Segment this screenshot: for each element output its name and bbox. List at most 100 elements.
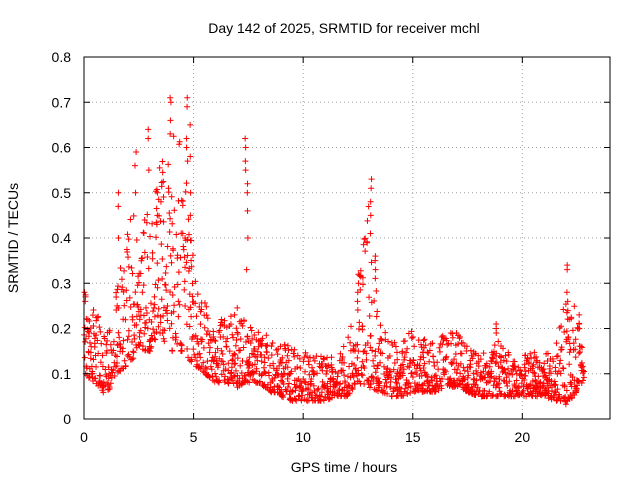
- data-point-648: [258, 351, 265, 358]
- data-point-504: [220, 333, 227, 340]
- data-point-730: [280, 394, 287, 401]
- data-point-335: [171, 284, 178, 291]
- data-point-1287: [435, 387, 442, 394]
- data-point-1844: [131, 162, 138, 169]
- data-point-478: [212, 338, 219, 345]
- data-point-179: [130, 212, 137, 219]
- data-point-792: [298, 397, 305, 404]
- data-point-424: [197, 354, 204, 361]
- data-point-223: [142, 324, 149, 331]
- data-point-460: [207, 336, 214, 343]
- data-point-109: [111, 372, 118, 379]
- data-point-674: [266, 372, 273, 379]
- data-point-407: [192, 354, 199, 361]
- data-point-36: [89, 312, 96, 319]
- data-point-1442: [477, 369, 484, 376]
- data-point-1378: [461, 367, 468, 374]
- data-point-1011: [359, 274, 366, 281]
- data-point-830: [309, 394, 316, 401]
- data-point-1340: [451, 356, 458, 363]
- data-point-96: [106, 327, 113, 334]
- data-point-1263: [428, 376, 435, 383]
- data-point-214: [140, 229, 147, 236]
- data-point-230: [144, 254, 151, 261]
- data-point-303: [163, 263, 170, 270]
- data-point-1314: [444, 341, 451, 348]
- data-point-1876: [354, 289, 361, 296]
- data-point-1268: [430, 353, 437, 360]
- data-point-99: [107, 341, 114, 348]
- data-point-1774: [564, 307, 571, 314]
- data-point-964: [346, 363, 353, 370]
- data-point-645: [258, 372, 265, 379]
- data-point-779: [294, 364, 301, 371]
- data-point-783: [295, 393, 302, 400]
- data-point-429: [198, 306, 205, 313]
- data-point-569: [237, 336, 244, 343]
- data-point-470: [210, 333, 217, 340]
- data-point-238: [146, 348, 153, 355]
- data-point-509: [221, 317, 228, 324]
- data-point-228: [143, 310, 150, 317]
- data-point-598: [245, 358, 252, 365]
- data-point-1099: [384, 390, 391, 397]
- data-point-1804: [572, 346, 579, 353]
- data-point-299: [161, 327, 168, 334]
- data-point-676: [267, 362, 274, 369]
- data-point-1161: [401, 388, 408, 395]
- data-point-2: [81, 354, 88, 361]
- data-point-267: [153, 205, 160, 212]
- data-point-1459: [481, 387, 488, 394]
- data-point-834: [310, 371, 317, 378]
- data-point-1512: [496, 352, 503, 359]
- data-point-255: [151, 293, 158, 300]
- data-point-574: [238, 370, 245, 377]
- data-point-1108: [386, 369, 393, 376]
- data-point-1795: [569, 374, 576, 381]
- data-point-621: [251, 331, 258, 338]
- data-point-254: [151, 304, 158, 311]
- data-point-990: [354, 354, 361, 361]
- data-point-139: [119, 284, 126, 291]
- data-point-650: [259, 340, 266, 347]
- data-point-178: [130, 349, 137, 356]
- data-point-942: [339, 354, 346, 361]
- data-point-1508: [495, 363, 502, 370]
- data-point-116: [113, 353, 120, 360]
- data-point-251: [150, 308, 157, 315]
- data-point-425: [197, 321, 204, 328]
- data-point-870: [320, 397, 327, 404]
- data-point-1168: [403, 349, 410, 356]
- data-point-278: [157, 313, 164, 320]
- data-point-1266: [429, 340, 436, 347]
- data-point-959: [344, 373, 351, 380]
- data-point-1069: [375, 346, 382, 353]
- data-point-1103: [385, 338, 392, 345]
- data-point-323: [168, 259, 175, 266]
- data-point-530: [227, 321, 234, 328]
- data-point-135: [118, 276, 125, 283]
- data-point-309: [164, 243, 171, 250]
- data-point-541: [231, 360, 238, 367]
- data-point-1406: [467, 361, 474, 368]
- data-point-1598: [521, 376, 528, 383]
- data-point-54: [95, 313, 102, 320]
- data-point-55: [95, 350, 102, 357]
- data-point-1014: [360, 348, 367, 355]
- data-point-1346: [452, 350, 459, 357]
- data-point-257: [151, 336, 158, 343]
- data-point-1162: [401, 354, 408, 361]
- data-point-1004: [357, 267, 364, 274]
- data-point-1295: [438, 385, 445, 392]
- data-point-46: [93, 317, 100, 324]
- data-point-1367: [458, 350, 465, 357]
- data-point-1885: [372, 266, 379, 273]
- data-point-371: [182, 188, 189, 195]
- data-point-701: [274, 351, 281, 358]
- data-point-713: [277, 343, 284, 350]
- data-point-1835: [580, 374, 587, 381]
- data-point-1431: [473, 377, 480, 384]
- data-point-292: [159, 169, 166, 176]
- data-point-1033: [365, 203, 372, 210]
- data-point-887: [325, 362, 332, 369]
